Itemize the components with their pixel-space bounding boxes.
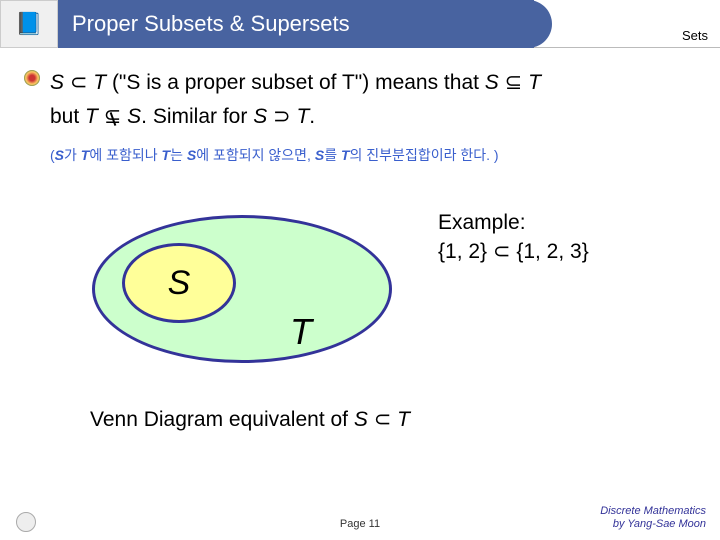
- example-text: Example: {1, 2} ⊂ {1, 2, 3}: [438, 209, 589, 266]
- header-icon: 📘: [0, 0, 58, 48]
- footer-logo-icon: [16, 512, 36, 532]
- k-s3: S: [315, 147, 324, 163]
- cap-t: T: [397, 408, 410, 431]
- var-t4: T: [296, 105, 309, 128]
- similar-text: . Similar for: [141, 105, 253, 128]
- var-s: S: [50, 71, 64, 94]
- var-s3: S: [127, 105, 141, 128]
- k-tt3: T: [341, 147, 350, 163]
- korean-note: (S가 T에 포함되나 T는 S에 포함되지 않으면, S를 T의 진부분집합이…: [50, 145, 690, 165]
- page-number: Page 11: [340, 518, 380, 530]
- bullet-row: S ⊂ T ("S is a proper subset of T") mean…: [50, 66, 690, 133]
- t-label: T: [290, 311, 312, 353]
- slide-content: S ⊂ T ("S is a proper subset of T") mean…: [0, 48, 720, 442]
- cap-sym: ⊂: [368, 408, 397, 431]
- period: .: [309, 105, 315, 128]
- venn-diagram: S T Example: {1, 2} ⊂ {1, 2, 3}: [50, 193, 690, 403]
- k-t1: 가: [64, 147, 81, 163]
- k-s: S: [55, 147, 64, 163]
- var-s2: S: [485, 71, 499, 94]
- cap-s: S: [354, 408, 368, 431]
- bullet-icon: [24, 70, 40, 86]
- slide-footer: Page 11 Discrete Mathematics by Yang-Sae…: [0, 502, 720, 532]
- cap-a: Venn Diagram equivalent of: [90, 408, 354, 431]
- subseteq-sym: ⊆: [499, 71, 528, 94]
- example-line1: Example:: [438, 211, 526, 234]
- credit-line1: Discrete Mathematics: [600, 505, 706, 517]
- definition-text: S ⊂ T ("S is a proper subset of T") mean…: [50, 66, 690, 133]
- s-label: S: [168, 264, 191, 303]
- slide-title: Proper Subsets & Supersets: [58, 0, 534, 48]
- subset-sym: ⊂: [64, 71, 93, 94]
- k-tt2: T: [162, 147, 171, 163]
- header-right-block: Sets: [534, 0, 720, 48]
- k-s2: S: [187, 147, 196, 163]
- k-t5: 를: [324, 147, 341, 163]
- var-s4: S: [253, 105, 267, 128]
- not-subseteq-sym: ⊆: [104, 100, 122, 134]
- k-t6: 의 진부분집합이라 한다. ): [350, 147, 499, 163]
- section-label: Sets: [682, 28, 708, 43]
- def-text-1: ("S is a proper subset of T") means that: [106, 71, 485, 94]
- footer-credits: Discrete Mathematics by Yang-Sae Moon: [600, 505, 706, 533]
- var-t2: T: [528, 71, 541, 94]
- set-s-ellipse: S: [122, 243, 236, 323]
- but-text: but: [50, 105, 85, 128]
- example-line2: {1, 2} ⊂ {1, 2, 3}: [438, 240, 589, 263]
- diagram-caption: Venn Diagram equivalent of S ⊂ T: [90, 407, 690, 432]
- supset-sym: ⊃: [267, 105, 296, 128]
- var-t: T: [93, 71, 106, 94]
- k-t3: 는: [170, 147, 187, 163]
- credit-line2: by Yang-Sae Moon: [613, 518, 706, 530]
- k-t4: 에 포함되지 않으면,: [196, 147, 315, 163]
- var-t3: T: [85, 105, 98, 128]
- k-t2: 에 포함되나: [89, 147, 161, 163]
- slide-header: 📘 Proper Subsets & Supersets Sets: [0, 0, 720, 48]
